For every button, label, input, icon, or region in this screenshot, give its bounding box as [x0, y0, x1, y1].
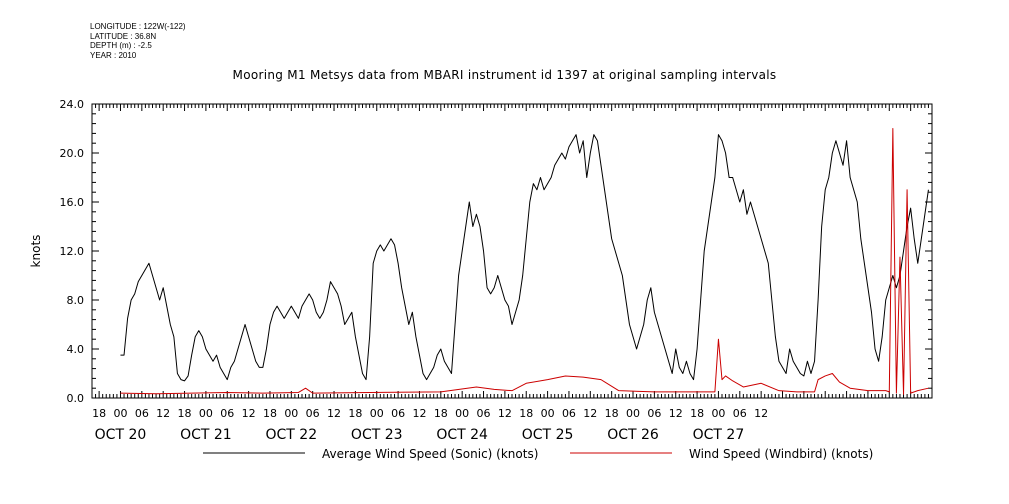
x-hour-label: 12	[498, 407, 512, 420]
x-day-label: OCT 21	[180, 427, 232, 443]
x-hour-label: 06	[733, 407, 747, 420]
x-hour-label: 00	[113, 407, 127, 420]
x-day-label: OCT 23	[351, 427, 403, 443]
metadata-block: LONGITUDE : 122W(-122) LATITUDE : 36.8N …	[90, 22, 186, 60]
x-hour-label: 06	[220, 407, 234, 420]
y-tick-labels: 0.0 4.0 8.0 12.0 16.0 20.0 24.0	[60, 98, 85, 405]
legend-label-sonic: Average Wind Speed (Sonic) (knots)	[322, 447, 538, 461]
depth-text: DEPTH (m) : -2.5	[90, 41, 152, 50]
series-windbird-line	[120, 128, 929, 395]
x-hour-label: 06	[135, 407, 149, 420]
y-tick-label: 12.0	[60, 245, 85, 258]
x-hour-label: 00	[455, 407, 469, 420]
x-hour-label: 12	[156, 407, 170, 420]
y-tick-label: 8.0	[67, 294, 85, 307]
legend-label-windbird: Wind Speed (Windbird) (knots)	[689, 447, 873, 461]
x-hour-label: 12	[669, 407, 683, 420]
x-hour-label: 18	[263, 407, 277, 420]
y-tick-label: 16.0	[60, 196, 85, 209]
year-text: YEAR : 2010	[90, 50, 137, 60]
x-hour-label: 12	[412, 407, 426, 420]
series-sonic-line	[120, 134, 929, 382]
y-tick-label: 4.0	[67, 343, 85, 356]
latitude-text: LATITUDE : 36.8N	[90, 31, 157, 41]
x-hour-label: 12	[754, 407, 768, 420]
y-tick-label: 24.0	[60, 98, 85, 111]
x-hour-label: 00	[626, 407, 640, 420]
x-hour-label: 06	[306, 407, 320, 420]
x-hour-label: 06	[562, 407, 576, 420]
x-hour-label: 12	[583, 407, 597, 420]
x-hour-label: 06	[647, 407, 661, 420]
x-day-label: OCT 27	[693, 427, 745, 443]
x-day-label: OCT 24	[436, 427, 488, 443]
x-hour-label: 00	[541, 407, 555, 420]
x-hour-label: 18	[92, 407, 106, 420]
legend: Average Wind Speed (Sonic) (knots) Wind …	[203, 447, 873, 461]
x-hour-label: 18	[605, 407, 619, 420]
plot-frame	[91, 103, 933, 399]
longitude-text: LONGITUDE : 122W(-122)	[90, 22, 186, 31]
x-hour-label: 18	[519, 407, 533, 420]
x-hour-label: 00	[711, 407, 725, 420]
x-day-label: OCT 26	[607, 427, 659, 443]
x-tick-labels: 18 00 06 12 18 00 06 12 18 00 06 12 18 00 06 12 18 00 06 12…	[92, 407, 768, 443]
x-day-label: OCT 25	[522, 427, 574, 443]
x-hour-label: 00	[370, 407, 384, 420]
x-hour-label: 00	[284, 407, 298, 420]
x-hour-label: 06	[477, 407, 491, 420]
axis-ticks	[91, 104, 933, 399]
y-axis-label: knots	[29, 235, 43, 268]
x-hour-label: 18	[434, 407, 448, 420]
chart-title: Mooring M1 Metsys data from MBARI instru…	[232, 68, 777, 82]
y-tick-label: 0.0	[67, 392, 85, 405]
x-hour-label: 00	[199, 407, 213, 420]
x-hour-label: 18	[690, 407, 704, 420]
x-day-label: OCT 20	[95, 427, 147, 443]
series-lines	[120, 128, 929, 395]
y-tick-label: 20.0	[60, 147, 85, 160]
x-hour-label: 12	[242, 407, 256, 420]
x-hour-label: 12	[327, 407, 341, 420]
x-hour-label: 18	[348, 407, 362, 420]
x-hour-label: 18	[178, 407, 192, 420]
x-hour-label: 06	[391, 407, 405, 420]
x-day-label: OCT 22	[266, 427, 318, 443]
